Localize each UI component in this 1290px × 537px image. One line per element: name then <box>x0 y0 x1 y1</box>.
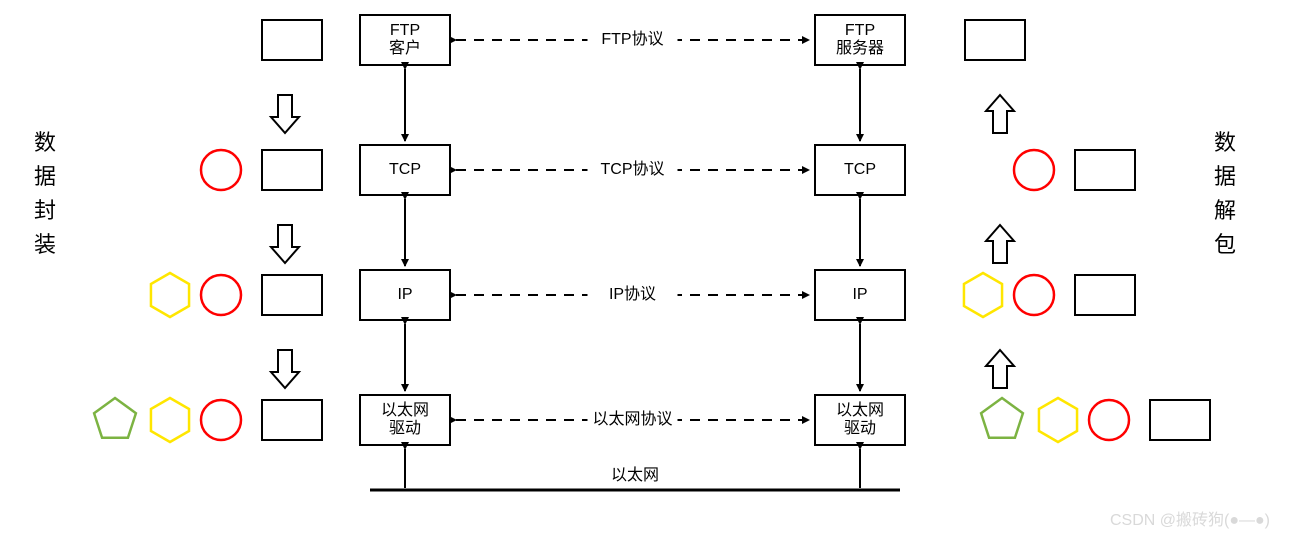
svg-text:服务器: 服务器 <box>836 39 884 57</box>
ethernet-label: 以太网 <box>611 466 659 484</box>
svg-text:TCP: TCP <box>844 161 876 178</box>
left-label: 装 <box>34 232 56 257</box>
right-label: 解 <box>1214 198 1236 223</box>
svg-text:FTP: FTP <box>845 22 875 39</box>
protocol-label-3: 以太网协议 <box>592 410 672 428</box>
left-label: 数 <box>34 130 56 155</box>
right-label: 包 <box>1214 232 1236 257</box>
right-label: 数 <box>1214 130 1236 155</box>
svg-text:驱动: 驱动 <box>389 419 421 437</box>
svg-text:IP: IP <box>397 286 412 303</box>
protocol-label-2: IP协议 <box>609 285 656 303</box>
svg-text:IP: IP <box>852 286 867 303</box>
protocol-label-1: TCP协议 <box>600 160 664 178</box>
watermark: CSDN @搬砖狗(●—●) <box>1110 511 1270 529</box>
svg-text:驱动: 驱动 <box>844 419 876 437</box>
left-label: 封 <box>34 198 56 223</box>
svg-text:以太网: 以太网 <box>381 401 429 419</box>
network-encapsulation-diagram: FTP客户FTP服务器TCPTCPIPIP以太网驱动以太网驱动FTP协议TCP协… <box>0 0 1290 537</box>
svg-text:以太网: 以太网 <box>836 401 884 419</box>
svg-text:TCP: TCP <box>389 161 421 178</box>
svg-text:FTP: FTP <box>390 22 420 39</box>
protocol-label-0: FTP协议 <box>601 30 663 48</box>
left-label: 据 <box>34 164 56 189</box>
svg-text:客户: 客户 <box>389 39 421 57</box>
right-label: 据 <box>1214 164 1236 189</box>
